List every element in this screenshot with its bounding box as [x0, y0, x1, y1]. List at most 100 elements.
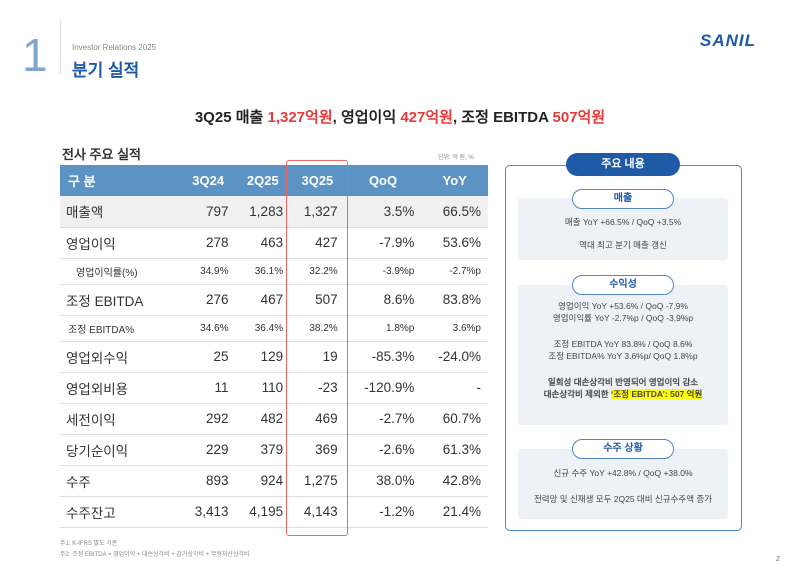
cell-value: 229	[180, 434, 236, 466]
page-number: 2	[776, 556, 780, 563]
cell-value: -2.7%p	[421, 258, 488, 285]
cell-value: 369	[290, 434, 345, 466]
profit-line: 일회성 대손상각비 반영되어 영업이익 감소	[547, 377, 699, 387]
panel-title: 주요 내용	[566, 153, 680, 176]
column-header: YoY	[421, 165, 488, 196]
cell-value: 36.4%	[235, 315, 291, 342]
column-header: 구 분	[60, 165, 181, 196]
cell-value: 34.9%	[180, 258, 236, 285]
cell-value: 110	[235, 372, 291, 404]
table-row: 매출액 797 1,283 1,327 3.5% 66.5%	[60, 196, 488, 228]
cell-value: 129	[235, 341, 291, 373]
cell-value: 924	[235, 465, 291, 497]
cell-value: -2.6%	[344, 434, 422, 466]
cell-value: 66.5%	[421, 196, 488, 228]
cell-value: 1,283	[235, 196, 291, 228]
column-header: 2Q25	[235, 165, 291, 196]
headline-ebitda: 507억원	[552, 109, 606, 126]
cell-value: 38.2%	[290, 315, 345, 342]
cell-value: 61.3%	[421, 434, 488, 466]
cell-value: 278	[180, 227, 236, 259]
cell-value: -1.2%	[344, 496, 422, 528]
table-row: 조정 EBITDA% 34.6% 36.4% 38.2% 1.8%p 3.6%p	[60, 315, 488, 342]
sales-label: 매출	[572, 189, 674, 209]
cell-value: 32.2%	[290, 258, 345, 285]
cell-value: 38.0%	[344, 465, 422, 497]
section-number: 1	[22, 29, 48, 81]
cell-value: 4,195	[235, 496, 291, 528]
cell-value: -	[421, 372, 488, 404]
profit-line: 조정 EBITDA% YoY 3.6%p/ QoQ 1.8%p	[548, 351, 698, 361]
cell-value: 1.8%p	[344, 315, 422, 342]
profit-label: 수익성	[572, 275, 674, 295]
cell-value: 797	[180, 196, 236, 228]
row-label: 영업이익	[60, 227, 181, 259]
cell-value: 1,275	[290, 465, 345, 497]
cell-value: 1,327	[290, 196, 345, 228]
sales-line: 매출 YoY +66.5% / QoQ +3.5%	[564, 217, 682, 227]
column-header: 3Q24	[180, 165, 236, 196]
headline: 3Q25 매출 1,327억원, 영업이익 427억원, 조정 EBITDA 5…	[0, 106, 800, 127]
cell-value: 482	[235, 403, 291, 435]
cell-value: 3,413	[180, 496, 236, 528]
cell-value: 19	[290, 341, 345, 373]
page-title: 분기 실적	[72, 61, 140, 80]
divider	[60, 20, 61, 75]
row-label: 수주잔고	[60, 496, 181, 528]
cell-value: 36.1%	[235, 258, 291, 285]
cell-value: 21.4%	[421, 496, 488, 528]
row-label: 영업외수익	[60, 341, 181, 373]
cell-value: -120.9%	[344, 372, 422, 404]
orders-line: 전력망 및 신재생 모두 2Q25 대비 신규수주액 증가	[533, 494, 713, 504]
results-table: 구 분 3Q24 2Q25 3Q25 QoQ YoY 매출액 797 1,283 1,327 3.…	[60, 165, 488, 528]
cell-value: 53.6%	[421, 227, 488, 259]
cell-value: 42.8%	[421, 465, 488, 497]
cell-value: -24.0%	[421, 341, 488, 373]
cell-value: -85.3%	[344, 341, 422, 373]
table-row: 영업외수익 25 129 19 -85.3% -24.0%	[60, 341, 488, 373]
table-row: 수주잔고 3,413 4,195 4,143 -1.2% 21.4%	[60, 496, 488, 528]
row-label: 세전이익	[60, 403, 181, 435]
cell-value: 11	[180, 372, 236, 404]
cell-value: 3.5%	[344, 196, 422, 228]
headline-text: , 영업이익	[332, 109, 401, 126]
unit-label: 단위: 억 원, %	[438, 155, 474, 161]
cell-value: 83.8%	[421, 284, 488, 316]
cell-value: 893	[180, 465, 236, 497]
profit-line: 영업이익률 YoY -2.7%p / QoQ -3.9%p	[552, 313, 694, 323]
sales-section: 매출 YoY +66.5% / QoQ +3.5% 역대 최고 분기 매출 갱신	[518, 198, 728, 260]
company-logo: SANIL	[700, 31, 756, 50]
headline-sales: 1,327억원	[267, 109, 333, 126]
table-title: 전사 주요 실적	[62, 147, 141, 162]
footnote: 주2: 조정 EBITDA = 영업이익 + 대손상각비 + 감가상각비 + 무…	[60, 552, 250, 558]
highlight-3q25-column	[286, 160, 348, 536]
cell-value: 427	[290, 227, 345, 259]
cell-value: 60.7%	[421, 403, 488, 435]
row-label: 영업외비용	[60, 372, 181, 404]
cell-value: 276	[180, 284, 236, 316]
column-header: QoQ	[344, 165, 422, 196]
ebitda-highlight: ‘조정 EBITDA’: 507 억원	[611, 389, 703, 399]
cell-value: -3.9%p	[344, 258, 422, 285]
table-row: 세전이익 292 482 469 -2.7% 60.7%	[60, 403, 488, 435]
profit-line: 영업이익 YoY +53.6% / QoQ -7.9%	[558, 301, 688, 311]
row-label: 매출액	[60, 196, 181, 228]
row-label: 조정 EBITDA%	[60, 315, 181, 342]
headline-text: , 조정 EBITDA	[452, 109, 553, 126]
headline-op: 427억원	[400, 109, 453, 126]
table-row: 영업외비용 11 110 -23 -120.9% -	[60, 372, 488, 404]
orders-line: 신규 수주 YoY +42.8% / QoQ +38.0%	[553, 468, 693, 478]
row-label: 수주	[60, 465, 181, 497]
table-row: 당기순이익 229 379 369 -2.6% 61.3%	[60, 434, 488, 466]
cell-value: 292	[180, 403, 236, 435]
cell-value: -7.9%	[344, 227, 422, 259]
footnote: 주1: K-IFRS 별도 기준	[60, 541, 118, 547]
profit-line: 대손상각비 제외한	[543, 389, 611, 399]
cell-value: -23	[290, 372, 345, 404]
subtitle: Investor Relations 2025	[72, 43, 157, 52]
orders-section: 신규 수주 YoY +42.8% / QoQ +38.0% 전력망 및 신재생 …	[518, 449, 728, 519]
cell-value: 4,143	[290, 496, 345, 528]
row-label: 조정 EBITDA	[60, 284, 181, 316]
table-row: 조정 EBITDA 276 467 507 8.6% 83.8%	[60, 284, 488, 316]
cell-value: 469	[290, 403, 345, 435]
